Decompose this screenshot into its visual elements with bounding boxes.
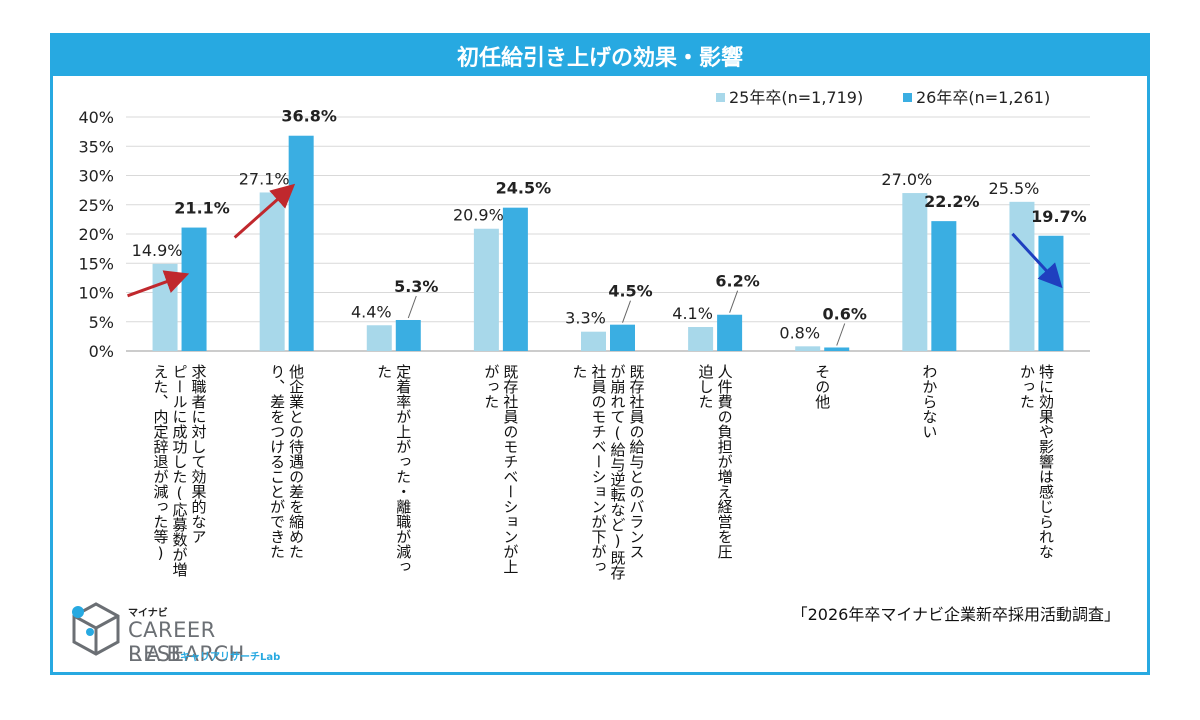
bar-s0-c0 [152, 263, 178, 351]
bar-s0-c2 [366, 325, 392, 351]
data-label-s1-c2: 5.3% [394, 277, 438, 296]
logo-brand-main: CAREER RESEARCH [128, 618, 245, 666]
category-label-c4: 既存社員の給与とのバランス [628, 364, 646, 559]
category-label-c5: 人件費の負担が増え経営を圧 [716, 364, 734, 559]
bar-s0-c3 [473, 228, 499, 351]
legend-label-1: 26年卒(n=1,261) [916, 88, 1050, 107]
data-label-s1-c8: 19.7% [1031, 207, 1087, 226]
logo-cube-icon [72, 602, 120, 656]
bar-s1-c1 [288, 135, 314, 351]
leader-line-c5 [729, 290, 739, 313]
category-label-c6: その他 [813, 364, 831, 410]
legend-label-0: 25年卒(n=1,719) [729, 88, 863, 107]
category-label-c3: 既存社員のモチベーションが上 [501, 364, 519, 574]
bar-s1-c8 [1038, 235, 1064, 351]
data-label-s1-c0: 21.1% [174, 199, 230, 218]
data-label-s1-c1: 36.8% [281, 107, 337, 126]
category-label-c4: が崩れて(給与逆転など)既存 [609, 364, 627, 580]
bar-s1-c7 [931, 221, 957, 351]
data-label-s0-c1: 27.1% [239, 169, 290, 188]
data-label-s0-c5: 4.1% [672, 304, 713, 323]
bar-s1-c5 [717, 314, 743, 351]
legend-swatch-0 [716, 93, 725, 102]
bar-s0-c5 [688, 327, 714, 351]
bar-s1-c2 [395, 319, 421, 351]
data-label-s0-c2: 4.4% [351, 302, 392, 321]
chart-frame: 初任給引き上げの効果・影響 [50, 33, 1150, 675]
category-label-c5: 迫した [697, 364, 715, 409]
category-label-c0: ピールに成功した(応募数が増 [171, 364, 189, 577]
bar-s1-c6 [824, 347, 850, 351]
category-label-c7: わからない [920, 364, 938, 439]
data-label-s1-c7: 22.2% [924, 192, 980, 211]
y-tick-label: 10% [78, 284, 114, 303]
y-tick-label: 40% [78, 108, 114, 127]
bar-s1-c3 [502, 207, 528, 351]
bar-s1-c4 [610, 324, 635, 351]
category-label-c1: 他企業との待遇の差を縮めた [287, 364, 305, 559]
source-note: 「2026年卒マイナビ企業新卒採用活動調査」 [791, 605, 1120, 624]
data-label-s0-c7: 27.0% [881, 170, 932, 189]
bar-s0-c6 [795, 346, 821, 351]
category-label-c3: がった [482, 364, 500, 409]
data-label-s0-c4: 3.3% [565, 309, 606, 328]
trend-arrow-down-c8 [1011, 232, 1063, 289]
category-label-c0: 求職者に対して効果的なア [190, 364, 208, 544]
leader-line-c6 [836, 323, 846, 346]
y-tick-label: 20% [78, 225, 114, 244]
y-tick-label: 30% [78, 167, 114, 186]
y-tick-label: 15% [78, 254, 114, 273]
trend-arrow-up-c0 [127, 270, 190, 298]
category-label-c1: り、差をつけることができた [268, 364, 286, 559]
y-tick-label: 0% [89, 342, 114, 361]
legend-swatch-1 [903, 93, 912, 102]
category-label-c0: えた、内定辞退が減った等) [152, 364, 170, 562]
category-label-c8: かった [1018, 364, 1036, 409]
chart-title: 初任給引き上げの効果・影響 [53, 36, 1147, 76]
data-label-s0-c6: 0.8% [779, 323, 820, 342]
category-label-c8: 特に効果や影響は感じられな [1037, 364, 1055, 559]
data-label-s1-c4: 4.5% [608, 282, 652, 301]
data-label-s0-c3: 20.9% [453, 206, 504, 225]
y-tick-label: 35% [78, 137, 114, 156]
data-label-s1-c5: 6.2% [715, 272, 759, 291]
leader-line-c4 [622, 300, 631, 323]
data-label-s0-c0: 14.9% [132, 241, 183, 260]
leader-line-c2 [407, 295, 417, 319]
bar-s0-c1 [259, 192, 285, 351]
category-label-c2: た [375, 364, 393, 379]
y-tick-label: 5% [89, 313, 114, 332]
bar-s0-c8 [1009, 201, 1035, 351]
category-label-c4: 社員のモチベーションが下がっ [590, 364, 608, 574]
bar-s0-c4 [581, 331, 606, 351]
logo-brand-sub: キャリアリサーチLab [180, 652, 281, 663]
category-label-c4: た [571, 364, 589, 379]
y-tick-label: 25% [78, 196, 114, 215]
data-label-s1-c3: 24.5% [496, 179, 552, 198]
logo-brand-small: マイナビ [128, 608, 168, 619]
category-label-c2: 定着率が上がった・離職が減っ [394, 364, 412, 574]
data-label-s0-c8: 25.5% [989, 179, 1040, 198]
data-label-s1-c6: 0.6% [823, 304, 867, 323]
logo-brand-lab: LAB [128, 642, 187, 666]
career-research-lab-logo: マイナビ CAREER RESEARCH LAB キャリアリサーチLab [68, 598, 328, 668]
bar-s0-c7 [902, 193, 928, 351]
trend-arrow-up-c1 [233, 183, 296, 239]
bar-s1-c0 [181, 227, 207, 351]
